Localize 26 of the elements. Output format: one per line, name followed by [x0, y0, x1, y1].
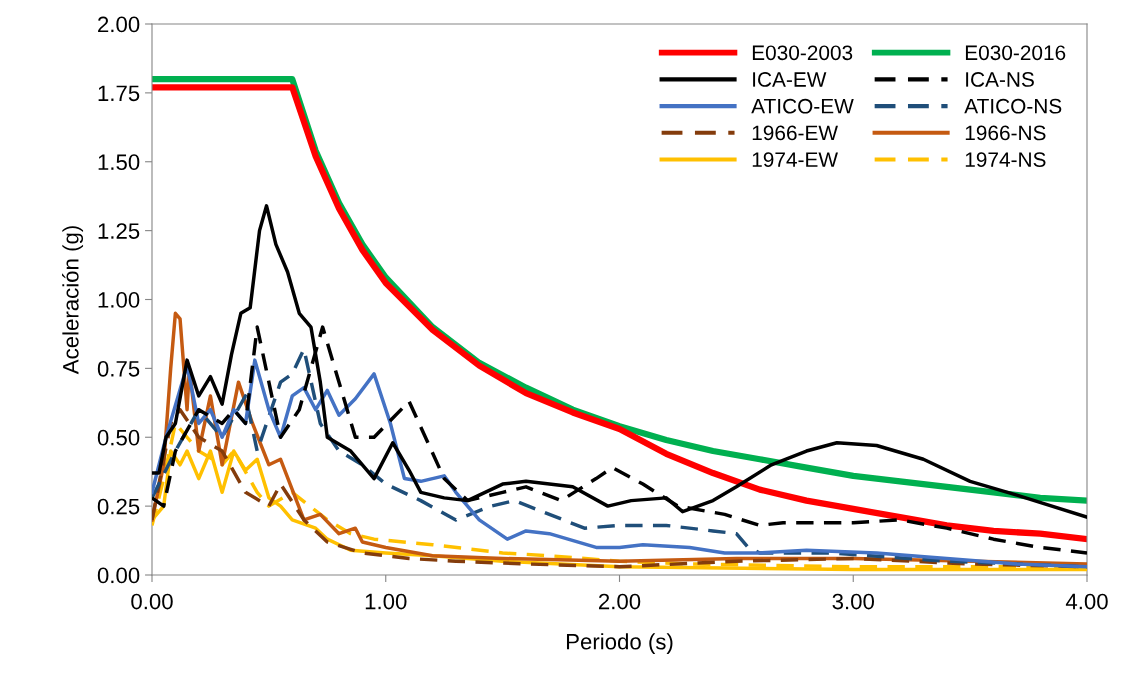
legend-label: 1966-NS — [965, 125, 1046, 141]
y-tick-label: 1.00 — [98, 292, 140, 308]
x-tick-label: 3.00 — [832, 593, 875, 610]
y-tick-label: 0.00 — [97, 567, 140, 584]
x-axis-title: Periodo (s) — [566, 633, 673, 654]
x-tick-label: 2.00 — [598, 593, 641, 610]
y-tick-label: 1.25 — [98, 223, 140, 239]
x-tick-label: 4.00 — [1065, 593, 1108, 610]
y-tick-label: 1.50 — [98, 154, 140, 171]
legend-label: ATICO-EW — [751, 98, 854, 114]
legend-label: E030-2003 — [752, 45, 853, 61]
x-tick-label: 0.00 — [131, 593, 173, 610]
y-tick-label: 2.00 — [98, 16, 140, 33]
legend-label: E030-2016 — [965, 45, 1066, 61]
legend-label: 1974-NS — [965, 152, 1046, 167]
y-tick-label: 0.75 — [97, 360, 140, 377]
legend-label: 1966-EW — [752, 125, 838, 141]
legend-label: ATICO-NS — [964, 98, 1062, 114]
legend-label: 1974-EW — [752, 152, 838, 167]
y-tick-label: 1.75 — [98, 85, 140, 102]
x-tick-label: 1.00 — [365, 593, 407, 610]
y-axis-title: Aceleración (g) — [62, 226, 84, 375]
legend-label: ICA-EW — [753, 72, 827, 87]
legend-label: ICA-NS — [966, 72, 1034, 87]
y-tick-label: 0.25 — [97, 498, 140, 515]
y-tick-label: 0.50 — [97, 429, 140, 446]
